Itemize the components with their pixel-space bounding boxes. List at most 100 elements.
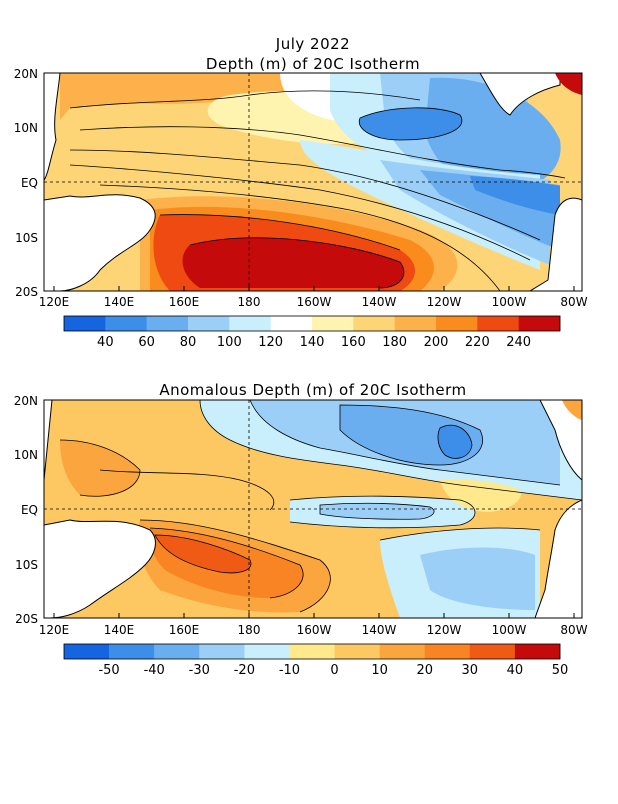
anomaly-xtick-80w: 80W xyxy=(560,623,587,637)
depth-colorbar-label-3: 100 xyxy=(217,335,242,350)
depth-colorbar-swatch-1 xyxy=(105,316,147,331)
depth-field-east-deep xyxy=(470,176,560,215)
anomaly-ytick-10s: 10S xyxy=(15,558,38,572)
anomaly-field-east-pale xyxy=(440,479,521,512)
anomaly-colorbar-label-10: 50 xyxy=(552,663,569,678)
land-asia-north xyxy=(44,73,61,181)
depth-contours xyxy=(69,90,566,291)
depth-colorbar-label-6: 160 xyxy=(341,335,366,350)
depth-field-south-darkred xyxy=(182,237,404,288)
depth-xtick-140e: 140E xyxy=(104,295,135,309)
anomaly-colorbar-swatch-7 xyxy=(379,644,426,659)
depth-colorbar-frame xyxy=(63,315,561,332)
anomaly-contours xyxy=(59,400,582,613)
depth-ytick-eq: EQ xyxy=(21,176,38,190)
depth-colorbar-label-1: 60 xyxy=(138,335,155,350)
depth-colorbar-swatch-6 xyxy=(312,316,354,331)
depth-colorbar-label-4: 120 xyxy=(258,335,283,350)
anomaly-ytick-20n: 20N xyxy=(14,394,38,408)
anomaly-xtick-160w: 160W xyxy=(297,623,332,637)
anomaly-colorbar-swatch-6 xyxy=(334,644,380,659)
anomaly-colorbar-label-3: -20 xyxy=(234,663,255,678)
anomaly-colorbar-swatch-0 xyxy=(64,644,110,659)
anomaly-colorbar-swatch-4 xyxy=(244,644,290,659)
anomaly-map-panel: 120E 140E 160E 180 160W 140W 120W 100W 8… xyxy=(14,394,588,637)
depth-xtick-80w: 80W xyxy=(560,295,587,309)
depth-xtick-160e: 160E xyxy=(169,295,200,309)
depth-xtick-140w: 140W xyxy=(362,295,397,309)
anomaly-field-north-deep xyxy=(437,425,472,459)
anomaly-ytick-20s: 20S xyxy=(15,612,38,626)
anomaly-tick-marks xyxy=(53,613,575,618)
depth-colorbar-swatch-3 xyxy=(188,316,230,331)
anomaly-colorbar-label-1: -40 xyxy=(144,663,165,678)
anomaly-colorbar-swatch-10 xyxy=(514,644,561,659)
anomaly-colorbar-swatch-1 xyxy=(109,644,155,659)
anomaly-land-americas xyxy=(534,400,582,618)
land-maritime-continent xyxy=(44,194,156,291)
depth-colorbar-swatch-4 xyxy=(229,316,271,331)
anomaly-land-maritime-continent xyxy=(44,519,156,618)
anomaly-colorbar-swatch-3 xyxy=(199,644,245,659)
depth-colorbar-swatch-8 xyxy=(394,316,437,331)
anomaly-colorbar-swatch-9 xyxy=(469,644,516,659)
depth-colorbar-swatch-2 xyxy=(146,316,189,331)
anomaly-ytick-eq: EQ xyxy=(21,503,38,517)
anomaly-colorbar-label-9: 40 xyxy=(507,663,524,678)
anomaly-xtick-120e: 120E xyxy=(39,623,70,637)
anomaly-colorbar-label-6: 10 xyxy=(371,663,388,678)
depth-colorbar-swatch-0 xyxy=(64,316,106,331)
depth-colorbar-label-8: 200 xyxy=(424,335,449,350)
anomaly-xtick-140e: 140E xyxy=(104,623,135,637)
depth-field-ne-deep xyxy=(359,107,462,140)
depth-colorbar: 40 60 80 100 120 140 160 180 200 220 240 xyxy=(63,315,561,350)
anomaly-colorbar-swatch-2 xyxy=(154,644,200,659)
depth-ytick-20n: 20N xyxy=(14,67,38,81)
anomaly-xtick-100w: 100W xyxy=(492,623,527,637)
depth-xtick-160w: 160W xyxy=(297,295,332,309)
anomaly-colorbar-label-5: 0 xyxy=(330,663,338,678)
title-anomaly: Anomalous Depth (m) of 20C Isotherm xyxy=(159,381,466,399)
depth-colorbar-label-5: 140 xyxy=(300,335,325,350)
anomaly-field-equator-mid xyxy=(320,503,435,520)
depth-tick-marks xyxy=(53,286,575,291)
depth-xtick-120e: 120E xyxy=(39,295,70,309)
anomaly-field-south-red xyxy=(155,535,251,573)
anomaly-field-west-orange xyxy=(60,440,140,497)
anomaly-xtick-160e: 160E xyxy=(169,623,200,637)
depth-xtick-100w: 100W xyxy=(492,295,527,309)
depth-colorbar-swatch-9 xyxy=(436,316,478,331)
anomaly-colorbar-label-2: -30 xyxy=(189,663,210,678)
anomaly-colorbar-swatch-8 xyxy=(424,644,471,659)
depth-ytick-10s: 10S xyxy=(15,231,38,245)
anomaly-colorbar-label-7: 20 xyxy=(416,663,433,678)
anomaly-xtick-140w: 140W xyxy=(362,623,397,637)
depth-colorbar-label-9: 220 xyxy=(465,335,490,350)
anomaly-field-northeast-orange xyxy=(562,400,582,420)
title-line1: July 2022 xyxy=(275,35,350,53)
depth-colorbar-swatch-7 xyxy=(353,316,395,331)
depth-colorbar-label-0: 40 xyxy=(97,335,114,350)
depth-ytick-10n: 10N xyxy=(14,121,38,135)
depth-map-panel: 120E 140E 160E 180 160W 140W 120W 100W 8… xyxy=(14,67,588,309)
depth-colorbar-label-10: 240 xyxy=(506,335,531,350)
title-line2: Depth (m) of 20C Isotherm xyxy=(206,55,420,73)
land-mexico xyxy=(479,73,561,116)
depth-xtick-120w: 120W xyxy=(427,295,462,309)
depth-colorbar-swatch-11 xyxy=(518,316,561,331)
depth-colorbar-label-7: 180 xyxy=(382,335,407,350)
anomaly-colorbar: -50 -40 -30 -20 -10 0 10 20 30 40 50 xyxy=(63,643,569,678)
anomaly-field-southeast-mid xyxy=(420,547,535,610)
depth-colorbar-swatch-5 xyxy=(270,316,313,331)
depth-field-northwest-band xyxy=(60,73,330,120)
anomaly-colorbar-label-8: 30 xyxy=(462,663,479,678)
depth-xtick-180: 180 xyxy=(238,295,261,309)
anomaly-colorbar-label-0: -50 xyxy=(98,663,119,678)
depth-field-northeast-red xyxy=(555,73,582,95)
anomaly-colorbar-swatch-5 xyxy=(289,644,335,659)
anomaly-xtick-180: 180 xyxy=(238,623,261,637)
anomaly-colorbar-label-4: -10 xyxy=(279,663,300,678)
depth-ytick-20s: 20S xyxy=(15,285,38,299)
depth-field-ne-blue xyxy=(425,77,561,190)
